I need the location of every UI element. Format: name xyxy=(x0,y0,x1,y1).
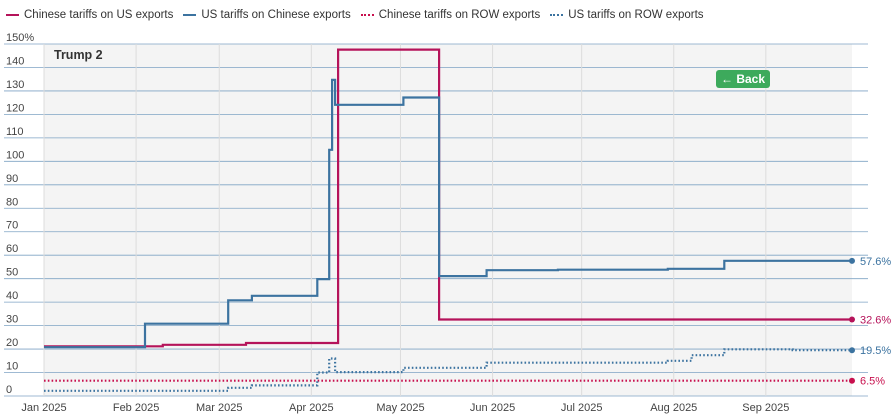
grid-layer xyxy=(4,43,868,397)
y-tick-label: 90 xyxy=(6,173,18,185)
x-tick-label: Mar 2025 xyxy=(196,402,242,414)
series-layer xyxy=(44,48,855,392)
y-tick-label: 70 xyxy=(6,220,18,232)
y-tick-label: 20 xyxy=(6,337,18,349)
legend-item: US tariffs on ROW exports xyxy=(550,9,704,21)
y-tick-label: 60 xyxy=(6,243,18,255)
x-tick-label: Feb 2025 xyxy=(113,402,159,414)
y-tick-label: 30 xyxy=(6,314,18,326)
y-tick-label: 120 xyxy=(6,102,24,114)
series-end-marker xyxy=(849,316,855,323)
legend-label: Chinese tariffs on ROW exports xyxy=(378,9,541,21)
x-tick-label: Aug 2025 xyxy=(650,402,697,414)
y-tick-label: 150% xyxy=(6,32,34,44)
legend-swatch xyxy=(360,14,374,16)
chart-legend: Chinese tariffs on US exports US tariffs … xyxy=(6,6,714,24)
end-label-layer: 32.6% 57.6% 6.5% 19.5% xyxy=(860,256,891,388)
series-line xyxy=(44,348,852,392)
legend-item: US tariffs on Chinese exports xyxy=(183,9,351,21)
y-tick-label: 100 xyxy=(6,149,24,161)
legend-swatch xyxy=(6,14,19,16)
x-tick-label: Sep 2025 xyxy=(742,402,789,414)
y-tick-label: 50 xyxy=(6,267,18,279)
x-tick-label: Apr 2025 xyxy=(289,402,334,414)
back-button[interactable]: ← Back xyxy=(716,70,770,88)
y-tick-label: 140 xyxy=(6,55,24,67)
x-tick-label: Jul 2025 xyxy=(561,402,603,414)
panel-label: Trump 2 xyxy=(54,48,103,62)
legend-item: Chinese tariffs on US exports xyxy=(6,9,173,21)
series-end-label: 57.6% xyxy=(860,256,891,268)
series-end-label: 6.5% xyxy=(860,376,885,388)
legend-swatch xyxy=(550,14,564,16)
legend-swatch xyxy=(183,14,197,16)
series-end-marker xyxy=(849,347,855,354)
y-tick-label: 130 xyxy=(6,79,24,91)
series-end-label: 32.6% xyxy=(860,314,891,326)
legend-item: Chinese tariffs on ROW exports xyxy=(360,9,541,21)
y-tick-label: 10 xyxy=(6,361,18,373)
y-tick-label: 80 xyxy=(6,196,18,208)
x-tick-label: May 2025 xyxy=(376,402,424,414)
y-tick-label: 110 xyxy=(6,126,24,138)
series-end-marker xyxy=(849,377,855,384)
series-line xyxy=(44,78,852,349)
y-tick-label: 40 xyxy=(6,290,18,302)
series-end-label: 19.5% xyxy=(860,345,891,357)
legend-label: Chinese tariffs on US exports xyxy=(24,9,174,21)
legend-label: US tariffs on ROW exports xyxy=(568,9,704,21)
x-tick-label: Jan 2025 xyxy=(21,402,66,414)
y-tick-label: 0 xyxy=(6,384,12,396)
axis-layer: 0 10 20 30 40 50 60 70 80 90 100 110 120 130 140 150% Ja… xyxy=(6,32,789,414)
x-tick-label: Jun 2025 xyxy=(470,402,515,414)
legend-label: US tariffs on Chinese exports xyxy=(201,9,351,21)
series-end-marker xyxy=(849,257,855,264)
plot-background xyxy=(44,44,852,396)
